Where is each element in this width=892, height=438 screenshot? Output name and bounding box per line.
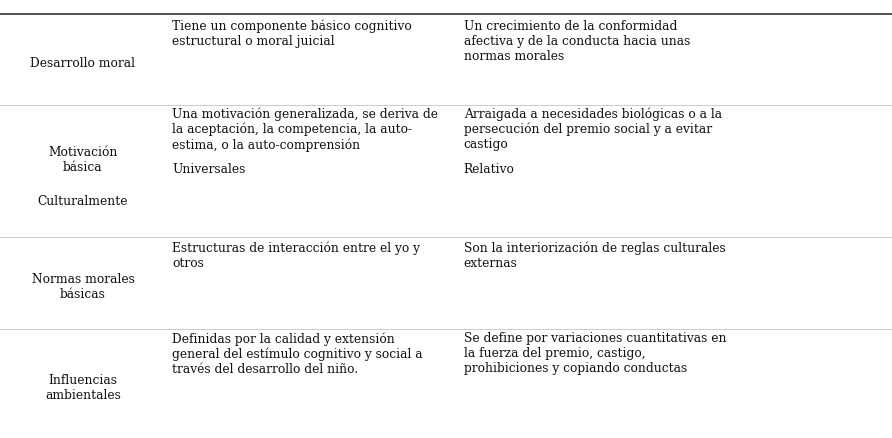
Text: Influencias
ambientales: Influencias ambientales bbox=[45, 374, 121, 402]
Text: Definidas por la calidad y extensión
general del estímulo cognitivo y social a
t: Definidas por la calidad y extensión gen… bbox=[172, 332, 423, 376]
Text: Universales: Universales bbox=[172, 163, 245, 176]
Text: Desarrollo moral: Desarrollo moral bbox=[30, 57, 136, 70]
Text: Culturalmente: Culturalmente bbox=[37, 195, 128, 208]
Text: Son la interiorización de reglas culturales
externas: Son la interiorización de reglas cultura… bbox=[464, 242, 725, 270]
Text: Una motivación generalizada, se deriva de
la aceptación, la competencia, la auto: Una motivación generalizada, se deriva d… bbox=[172, 107, 438, 152]
Text: Relativo: Relativo bbox=[464, 163, 515, 176]
Text: Se define por variaciones cuantitativas en
la fuerza del premio, castigo,
prohib: Se define por variaciones cuantitativas … bbox=[464, 332, 726, 375]
Text: Tiene un componente básico cognitivo
estructural o moral juicial: Tiene un componente básico cognitivo est… bbox=[172, 20, 412, 48]
Text: Un crecimiento de la conformidad
afectiva y de la conducta hacia unas
normas mor: Un crecimiento de la conformidad afectiv… bbox=[464, 20, 690, 63]
Text: Arraigada a necesidades biológicas o a la
persecución del premio social y a evit: Arraigada a necesidades biológicas o a l… bbox=[464, 107, 722, 152]
Text: Normas morales
básicas: Normas morales básicas bbox=[31, 273, 135, 301]
Text: Motivación
básica: Motivación básica bbox=[48, 146, 118, 174]
Text: Estructuras de interacción entre el yo y
otros: Estructuras de interacción entre el yo y… bbox=[172, 242, 420, 270]
